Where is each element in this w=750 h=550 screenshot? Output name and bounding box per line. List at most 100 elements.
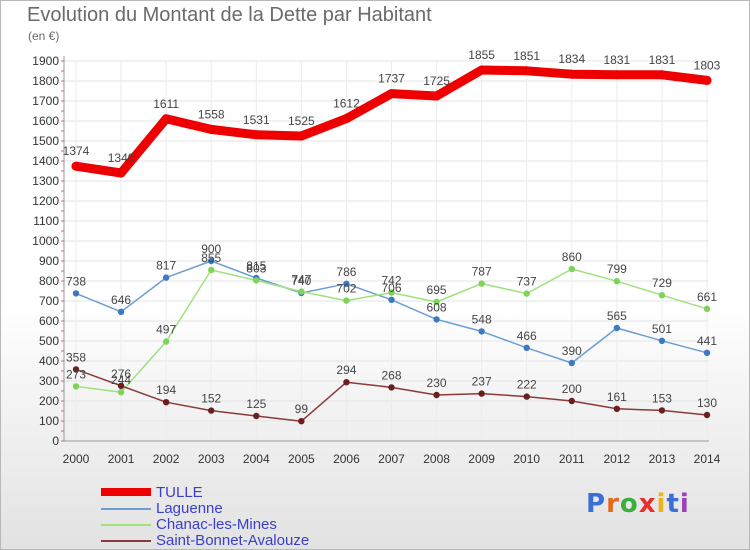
y-tick-label: 300 — [39, 374, 59, 388]
y-tick-label: 500 — [39, 334, 59, 348]
data-point-saint-bonnet-avalouze — [703, 411, 711, 419]
y-tick-label: 900 — [39, 254, 59, 268]
data-label-tulle: 1531 — [243, 113, 270, 127]
data-point-tulle — [71, 161, 81, 171]
y-tick-label: 400 — [39, 354, 59, 368]
data-point-saint-bonnet-avalouze — [523, 393, 530, 400]
data-label-laguenne: 706 — [381, 281, 401, 295]
legend-swatch-laguenne — [101, 508, 151, 510]
y-tick-label: 1500 — [32, 134, 59, 148]
data-label-laguenne: 608 — [427, 300, 447, 314]
data-label-saint-bonnet-avalouze: 358 — [66, 350, 86, 364]
x-tick-label: 2002 — [153, 452, 180, 466]
data-label-tulle: 1851 — [513, 49, 540, 63]
x-tick-label: 2005 — [288, 452, 315, 466]
x-tick-label: 2004 — [243, 452, 270, 466]
data-label-tulle: 1831 — [604, 53, 631, 67]
data-label-tulle: 1831 — [649, 53, 676, 67]
data-point-chanac-les-mines — [433, 298, 440, 306]
data-label-chanac-les-mines: 855 — [201, 251, 221, 265]
data-point-tulle — [161, 114, 171, 124]
y-tick-label: 1900 — [32, 54, 59, 68]
x-tick-label: 2000 — [63, 452, 90, 466]
y-tick-label: 0 — [52, 434, 59, 448]
data-point-laguenne — [433, 316, 440, 323]
data-label-chanac-les-mines: 497 — [156, 323, 176, 337]
data-point-laguenne — [658, 337, 666, 344]
logo-letter: o — [619, 489, 639, 519]
data-label-saint-bonnet-avalouze: 161 — [607, 390, 627, 404]
data-label-chanac-les-mines: 742 — [381, 274, 401, 288]
data-point-tulle — [387, 89, 396, 99]
data-point-tulle — [702, 75, 712, 85]
data-label-chanac-les-mines: 273 — [66, 367, 86, 381]
legend-label-chanac-les-mines: Chanac-les-Mines — [156, 516, 277, 533]
data-point-chanac-les-mines — [253, 277, 260, 284]
legend-item-saint-bonnet-avalouze: Saint-Bonnet-Avalouze — [101, 532, 431, 549]
data-point-saint-bonnet-avalouze — [388, 384, 395, 391]
data-label-saint-bonnet-avalouze: 99 — [295, 402, 309, 416]
y-tick-label: 800 — [39, 274, 59, 288]
data-label-chanac-les-mines: 747 — [291, 273, 311, 287]
data-point-chanac-les-mines — [478, 280, 485, 287]
data-label-tulle: 1525 — [288, 114, 315, 128]
data-label-saint-bonnet-avalouze: 194 — [156, 383, 176, 397]
data-label-saint-bonnet-avalouze: 222 — [517, 378, 537, 392]
legend-swatch-chanac-les-mines — [101, 524, 151, 526]
data-label-laguenne: 390 — [562, 344, 582, 358]
data-label-tulle: 1834 — [558, 52, 585, 66]
chart-legend: TULLE Laguenne Chanac-les-Mines Saint-Bo… — [101, 484, 431, 549]
data-label-laguenne: 815 — [246, 259, 266, 273]
data-point-laguenne — [117, 308, 125, 315]
data-point-tulle — [206, 124, 216, 134]
x-tick-label: 2012 — [604, 452, 631, 466]
data-label-tulle: 1340 — [108, 151, 135, 165]
y-tick-label: 100 — [39, 414, 59, 428]
data-point-saint-bonnet-avalouze — [117, 382, 125, 389]
logo-letter: t — [666, 489, 680, 519]
data-label-laguenne: 786 — [336, 265, 356, 279]
data-point-saint-bonnet-avalouze — [343, 379, 350, 386]
data-label-saint-bonnet-avalouze: 153 — [652, 391, 672, 405]
x-tick-label: 2014 — [694, 452, 721, 466]
logo-letter: i — [656, 489, 667, 519]
x-tick-label: 2010 — [513, 452, 540, 466]
data-point-laguenne — [523, 344, 530, 351]
legend-item-tulle: TULLE — [101, 484, 431, 501]
y-tick-label: 600 — [39, 314, 59, 328]
chart-unit-subtitle: (en €) — [28, 29, 60, 43]
data-point-chanac-les-mines — [298, 288, 305, 295]
data-point-tulle — [296, 131, 306, 141]
x-tick-label: 2007 — [378, 452, 405, 466]
data-point-tulle — [477, 65, 487, 75]
x-tick-label: 2001 — [108, 452, 135, 466]
data-point-laguenne — [343, 280, 350, 287]
data-point-chanac-les-mines — [568, 265, 575, 273]
y-tick-label: 200 — [39, 394, 59, 408]
data-point-tulle — [341, 114, 351, 124]
y-tick-label: 1200 — [32, 194, 59, 208]
data-point-laguenne — [388, 296, 395, 303]
x-tick-label: 2011 — [559, 452, 585, 466]
data-point-saint-bonnet-avalouze — [658, 407, 666, 414]
data-point-laguenne — [613, 324, 621, 332]
data-point-chanac-les-mines — [208, 266, 215, 274]
legend-label-laguenne: Laguenne — [156, 500, 223, 517]
data-label-laguenne: 501 — [652, 322, 672, 336]
data-label-chanac-les-mines: 860 — [562, 250, 582, 264]
data-point-saint-bonnet-avalouze — [613, 405, 621, 412]
logo-letter: x — [638, 489, 657, 519]
data-point-tulle — [116, 168, 126, 178]
data-label-laguenne: 738 — [66, 274, 86, 288]
data-point-laguenne — [568, 359, 575, 367]
x-tick-label: 2009 — [468, 452, 495, 466]
data-label-chanac-les-mines: 737 — [517, 275, 537, 289]
data-label-chanac-les-mines: 799 — [607, 262, 627, 276]
data-label-chanac-les-mines: 729 — [652, 276, 672, 290]
y-tick-label: 1100 — [33, 214, 59, 228]
data-label-saint-bonnet-avalouze: 268 — [381, 368, 401, 382]
data-point-tulle — [657, 70, 667, 80]
data-label-saint-bonnet-avalouze: 237 — [472, 375, 492, 389]
y-tick-label: 1400 — [32, 154, 59, 168]
